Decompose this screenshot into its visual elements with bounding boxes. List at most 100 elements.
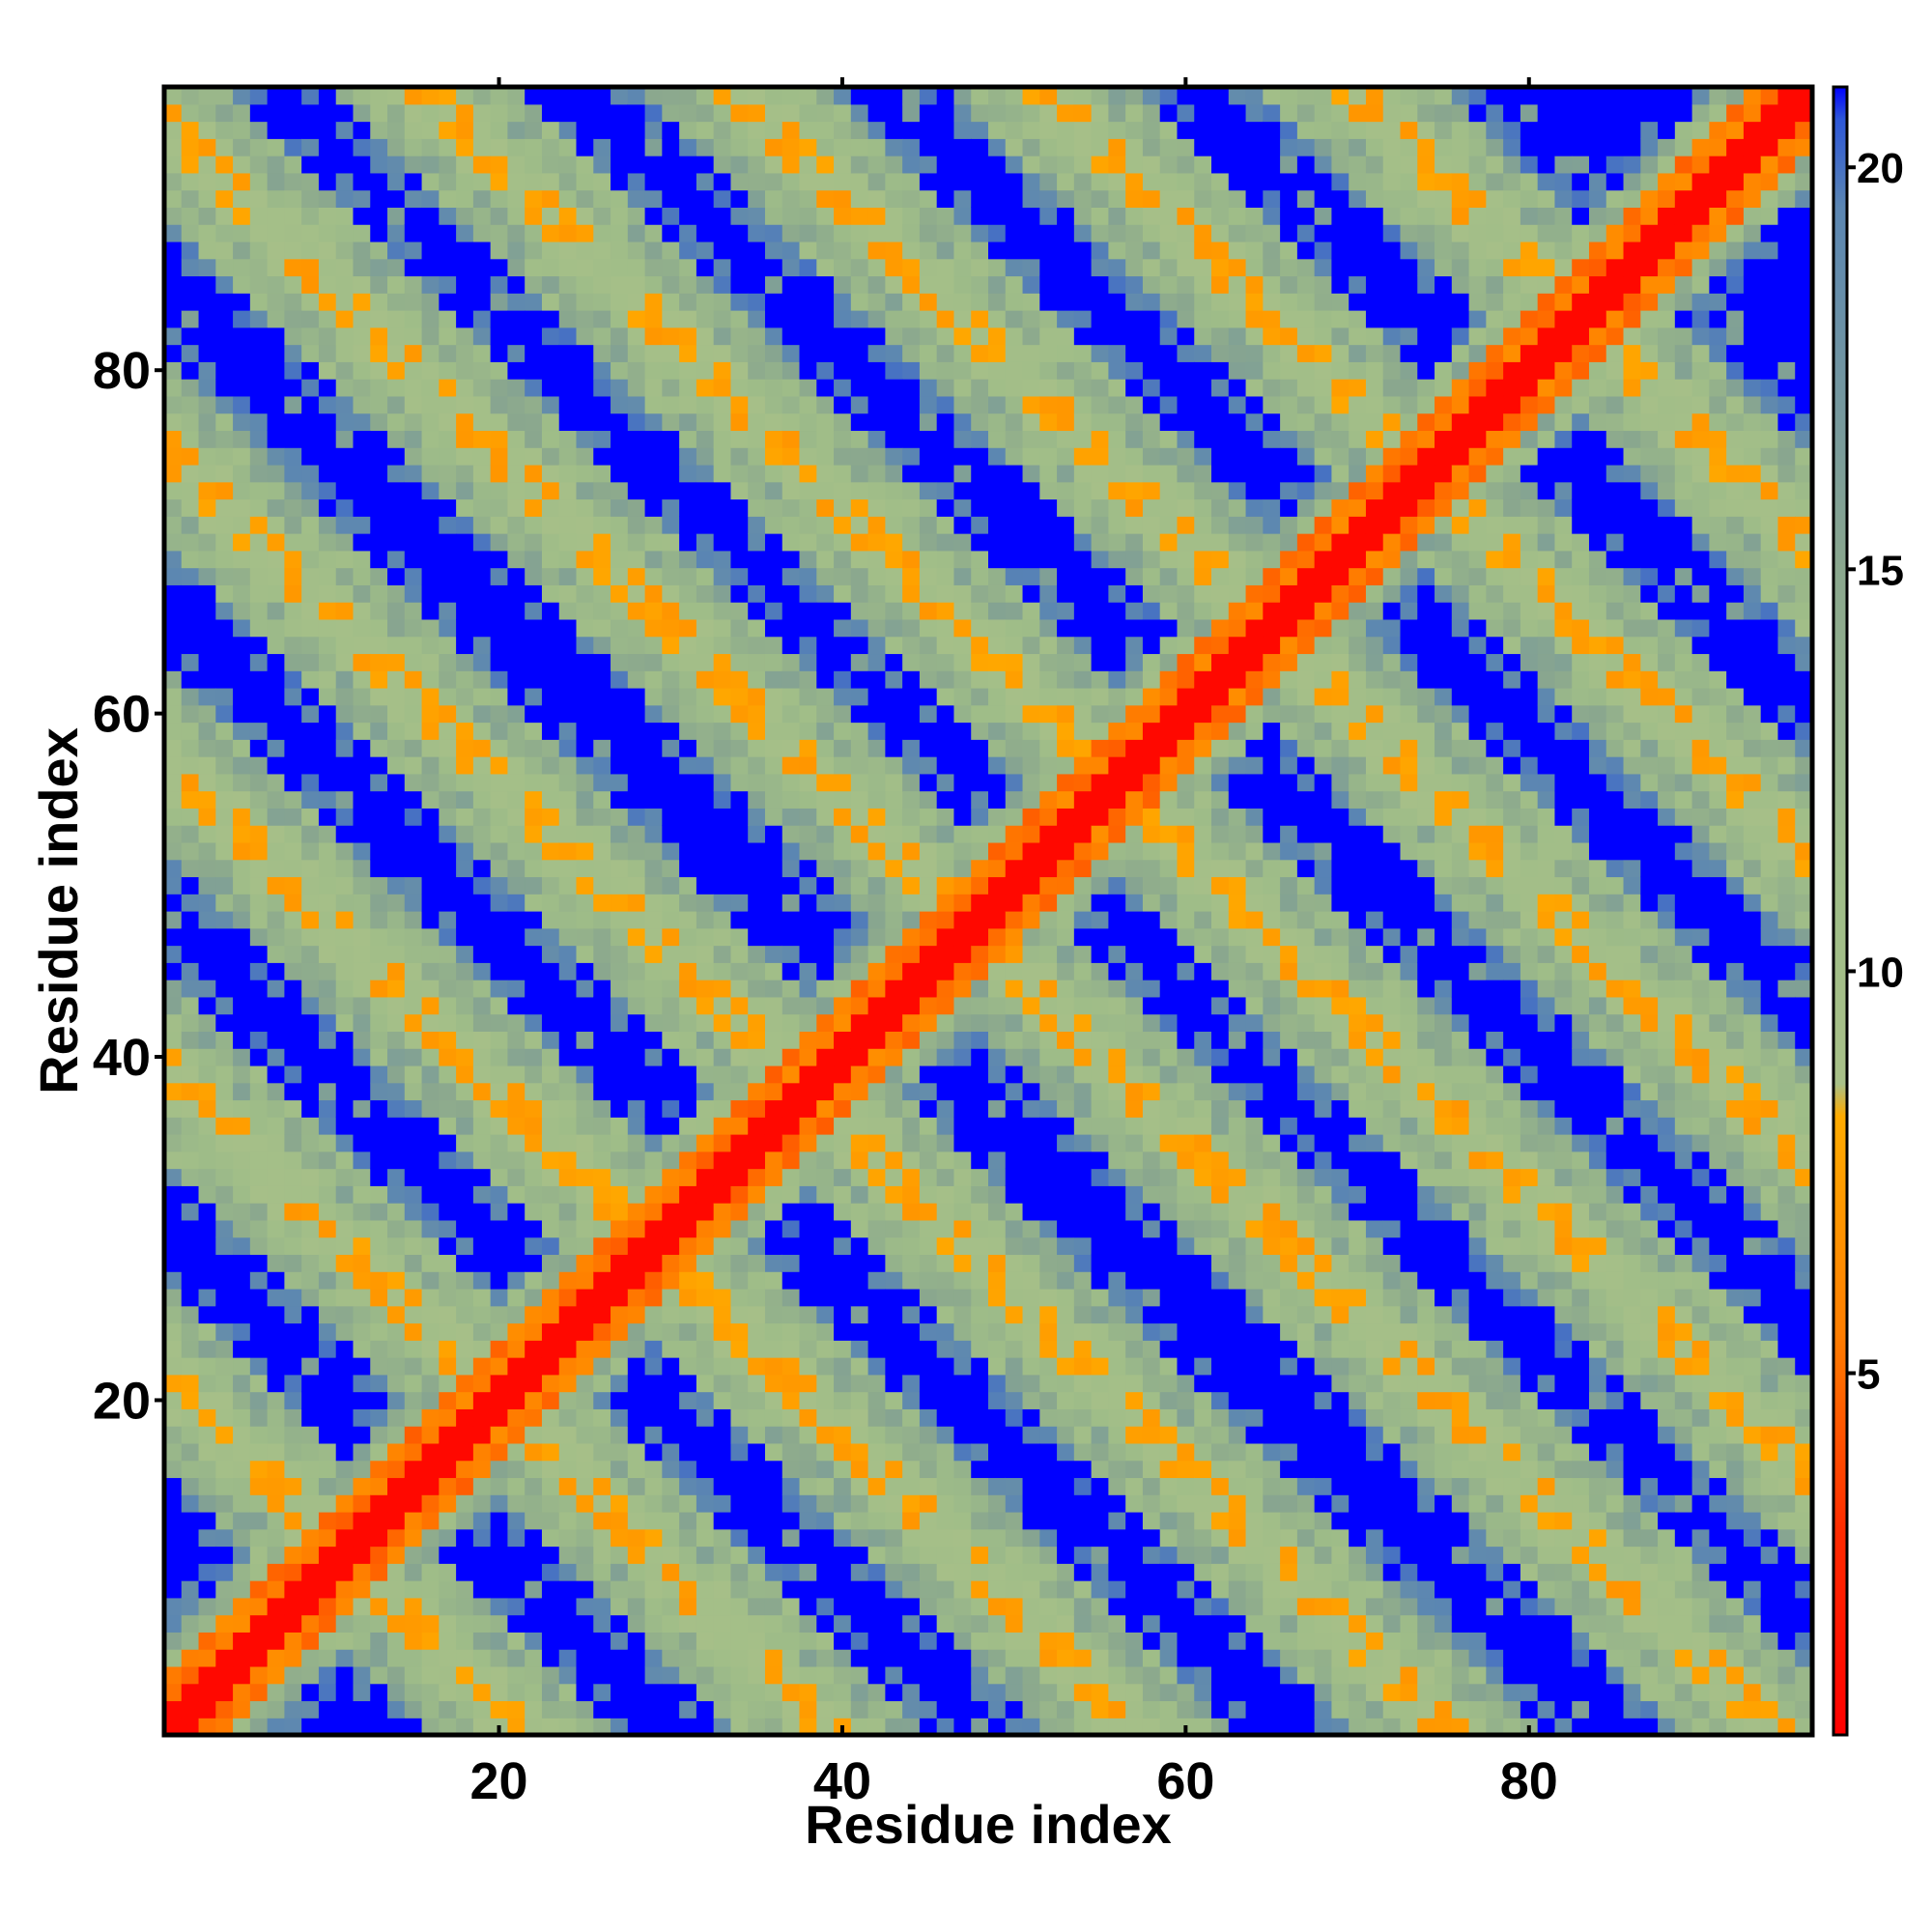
heatmap-cell — [507, 1082, 526, 1101]
heatmap-cell — [593, 945, 611, 963]
heatmap-cell — [834, 172, 852, 191]
heatmap-cell — [370, 1271, 388, 1290]
heatmap-cell — [267, 327, 285, 346]
heatmap-cell — [936, 533, 955, 552]
heatmap-cell — [679, 1700, 697, 1719]
heatmap-cell — [576, 189, 594, 208]
heatmap-cell — [318, 808, 337, 826]
heatmap-cell — [662, 670, 680, 689]
heatmap-cell — [679, 1013, 697, 1032]
heatmap-cell — [233, 138, 251, 156]
heatmap-cell — [233, 1374, 251, 1393]
heatmap-cell — [507, 1477, 526, 1495]
heatmap-cell — [1039, 1494, 1058, 1513]
heatmap-cell — [696, 361, 715, 380]
heatmap-cell — [576, 653, 594, 671]
heatmap-cell — [781, 1322, 801, 1341]
heatmap-cell — [644, 1254, 663, 1272]
heatmap-cell — [233, 1271, 251, 1290]
heatmap-cell — [284, 1013, 302, 1032]
heatmap-cell — [1022, 996, 1040, 1015]
heatmap-cell — [611, 361, 629, 380]
heatmap-cell — [748, 584, 766, 603]
heatmap-cell — [233, 481, 251, 500]
heatmap-cell — [353, 687, 371, 706]
heatmap-cell — [919, 945, 938, 963]
heatmap-cell — [507, 567, 526, 585]
heatmap-cell — [387, 1031, 406, 1049]
heatmap-cell — [576, 1442, 594, 1462]
heatmap-cell — [233, 1082, 251, 1101]
heatmap-cell — [816, 1082, 835, 1101]
heatmap-cell — [525, 189, 543, 208]
heatmap-cell — [988, 704, 1007, 724]
heatmap-cell — [627, 1408, 646, 1427]
heatmap-cell — [439, 207, 457, 225]
heatmap-cell — [490, 1426, 509, 1444]
heatmap-cell — [456, 1442, 474, 1462]
heatmap-cell — [576, 464, 594, 483]
heatmap-cell — [885, 808, 903, 826]
heatmap-cell — [781, 241, 801, 260]
heatmap-cell — [284, 121, 302, 139]
heatmap-cell — [233, 876, 251, 895]
heatmap-cell — [1022, 1203, 1040, 1221]
heatmap-cell — [1022, 138, 1040, 156]
heatmap-cell — [353, 103, 371, 123]
heatmap-cell — [936, 1597, 955, 1616]
heatmap-cell — [404, 1614, 423, 1633]
heatmap-cell — [387, 1546, 406, 1564]
heatmap-cell — [198, 996, 216, 1015]
heatmap-cell — [936, 1065, 955, 1084]
heatmap-cell — [799, 773, 817, 792]
heatmap-cell — [370, 344, 388, 362]
heatmap-cell — [404, 1665, 423, 1685]
heatmap-cell — [834, 1460, 852, 1479]
heatmap-cell — [335, 670, 355, 689]
heatmap-cell — [834, 1563, 852, 1581]
heatmap-cell — [1022, 1477, 1040, 1495]
heatmap-cell — [387, 962, 406, 980]
heatmap-cell — [936, 1013, 955, 1032]
heatmap-cell — [593, 87, 611, 105]
heatmap-cell — [644, 945, 663, 963]
heatmap-cell — [988, 1305, 1007, 1324]
heatmap-cell — [730, 1357, 749, 1376]
heatmap-cell — [781, 1494, 801, 1513]
heatmap-cell — [593, 103, 611, 123]
heatmap-cell — [541, 1632, 560, 1650]
heatmap-cell — [249, 773, 269, 792]
heatmap-cell — [799, 138, 817, 156]
heatmap-cell — [576, 1614, 594, 1633]
heatmap-cell — [611, 756, 629, 775]
heatmap-cell — [335, 395, 355, 414]
heatmap-cell — [301, 687, 320, 706]
heatmap-cell — [627, 773, 646, 792]
heatmap-cell — [696, 189, 715, 208]
heatmap-cell — [490, 156, 509, 174]
heatmap-cell — [301, 1374, 320, 1393]
heatmap-cell — [1005, 224, 1024, 242]
heatmap-cell — [867, 241, 886, 260]
heatmap-cell — [730, 567, 749, 585]
heatmap-cell — [885, 1408, 903, 1427]
heatmap-cell — [627, 1528, 646, 1548]
heatmap-cell — [936, 430, 955, 448]
heatmap-cell — [971, 447, 989, 466]
heatmap-cell — [1039, 756, 1058, 775]
heatmap-cell — [439, 103, 457, 123]
heatmap-cell — [781, 859, 801, 878]
heatmap-cell — [181, 756, 200, 775]
heatmap-cell — [456, 1374, 474, 1393]
heatmap-cell — [284, 1597, 302, 1616]
heatmap-cell — [748, 1580, 766, 1599]
heatmap-cell — [679, 1340, 697, 1358]
heatmap-cell — [525, 636, 543, 655]
heatmap-cell — [558, 945, 578, 963]
heatmap-cell — [353, 618, 371, 638]
heatmap-cell — [1005, 207, 1024, 225]
heatmap-cell — [936, 825, 955, 843]
heatmap-cell — [885, 87, 903, 105]
heatmap-cell — [421, 533, 440, 552]
heatmap-cell — [164, 911, 183, 929]
